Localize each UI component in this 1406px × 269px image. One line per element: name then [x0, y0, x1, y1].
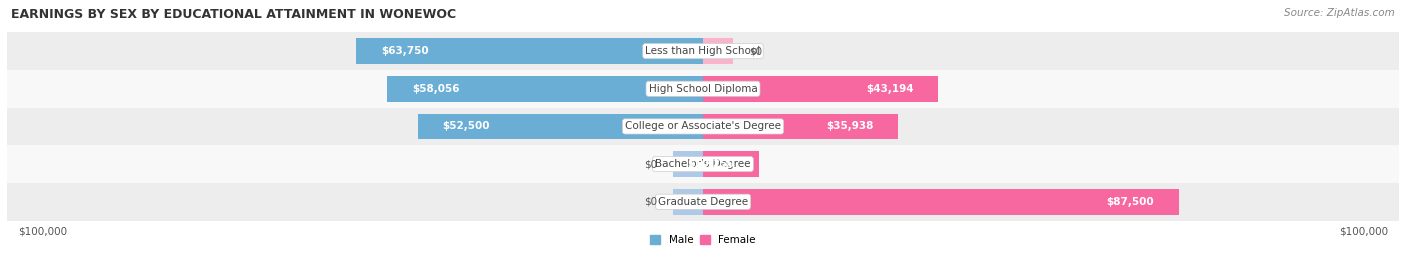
Text: Source: ZipAtlas.com: Source: ZipAtlas.com [1284, 8, 1395, 18]
Text: Less than High School: Less than High School [645, 46, 761, 56]
Bar [673, 189, 703, 215]
Text: $43,194: $43,194 [866, 84, 914, 94]
Bar [387, 76, 703, 102]
Bar [703, 189, 1178, 215]
Bar [673, 151, 703, 177]
Legend: Male, Female: Male, Female [645, 231, 761, 249]
Text: College or Associate's Degree: College or Associate's Degree [626, 121, 780, 132]
Text: $100,000: $100,000 [1339, 226, 1388, 236]
Text: $87,500: $87,500 [1107, 197, 1154, 207]
Bar [356, 38, 703, 64]
Bar [7, 183, 1399, 221]
Bar [7, 145, 1399, 183]
Text: Bachelor's Degree: Bachelor's Degree [655, 159, 751, 169]
Text: $100,000: $100,000 [18, 226, 67, 236]
Bar [7, 70, 1399, 108]
Bar [703, 151, 759, 177]
Bar [7, 32, 1399, 70]
Text: High School Diploma: High School Diploma [648, 84, 758, 94]
Bar [418, 114, 703, 139]
Text: $52,500: $52,500 [441, 121, 489, 132]
Text: $0: $0 [644, 159, 657, 169]
Text: EARNINGS BY SEX BY EDUCATIONAL ATTAINMENT IN WONEWOC: EARNINGS BY SEX BY EDUCATIONAL ATTAINMEN… [11, 8, 457, 21]
Text: $10,250: $10,250 [686, 159, 734, 169]
Bar [703, 114, 898, 139]
Text: $63,750: $63,750 [381, 46, 429, 56]
Text: $58,056: $58,056 [412, 84, 460, 94]
Text: $0: $0 [644, 197, 657, 207]
Text: $35,938: $35,938 [827, 121, 875, 132]
Bar [703, 76, 938, 102]
Text: Graduate Degree: Graduate Degree [658, 197, 748, 207]
Bar [703, 38, 733, 64]
Bar [7, 108, 1399, 145]
Text: $0: $0 [749, 46, 762, 56]
